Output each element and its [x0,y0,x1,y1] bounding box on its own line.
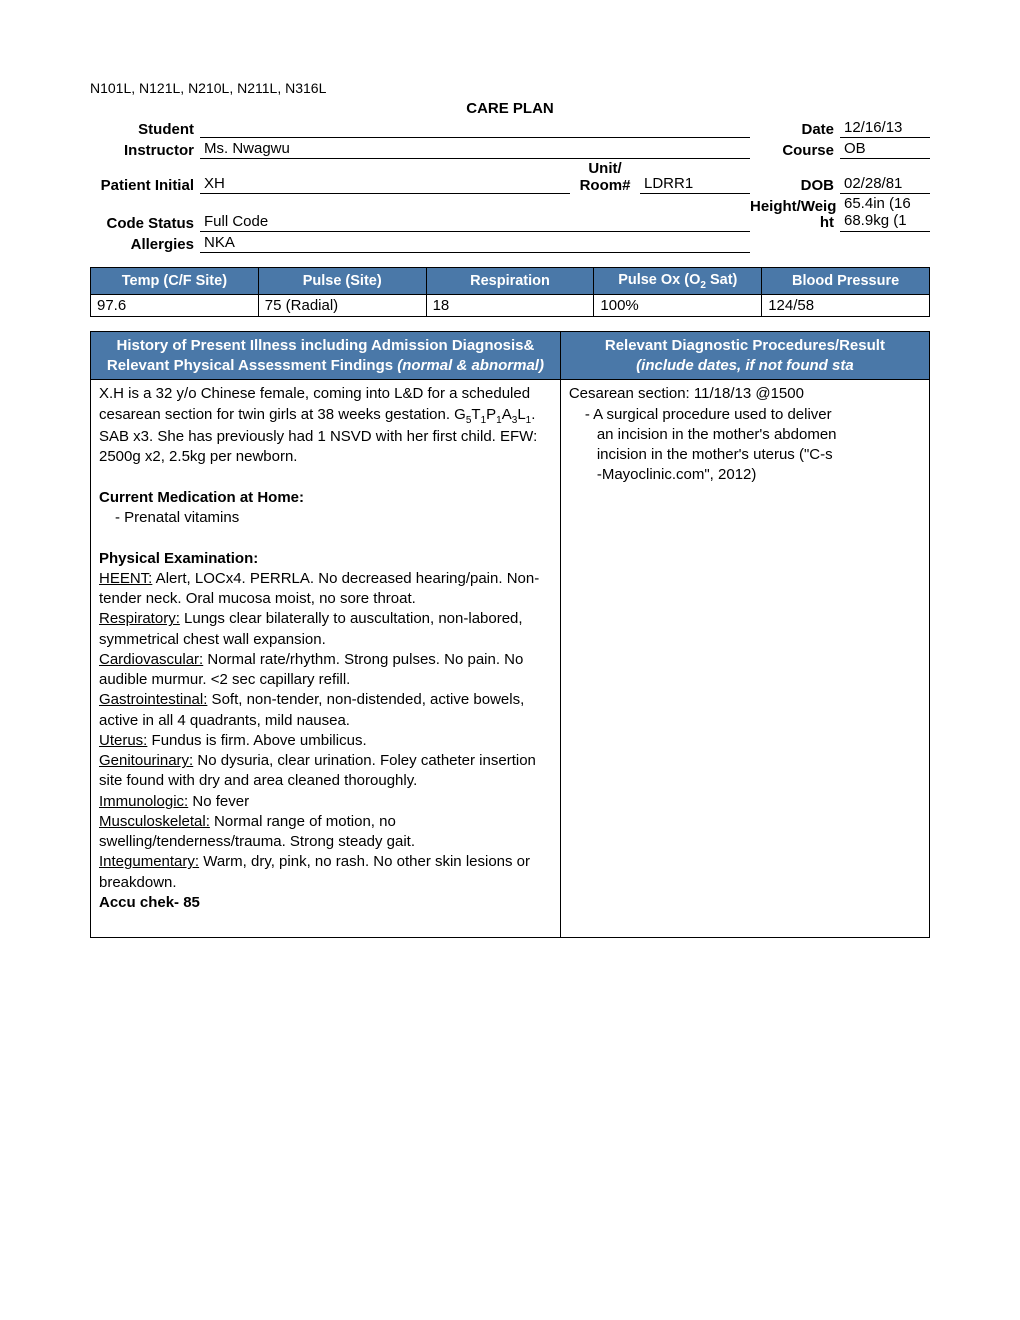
hw-label-b: ht [820,214,834,231]
main-left-cell: X.H is a 32 y/o Chinese female, coming i… [91,380,561,938]
imm-lbl: Immunologic: [99,793,188,810]
ut-lbl: Uterus: [99,732,147,749]
vitals-pulse: 75 (Radial) [258,295,426,317]
gu-lbl: Genitourinary: [99,752,193,769]
date-value: 12/16/13 [840,119,930,138]
student-value [200,119,750,138]
vitals-resp: 18 [426,295,594,317]
allergies-value: NKA [200,234,750,253]
hw-value-a: 65.4in (16 [840,196,930,213]
patient-value: XH [200,175,570,194]
vitals-h-pulse: Pulse (Site) [258,267,426,295]
course-label: Course [750,142,840,159]
header-block: Student Date 12/16/13 Instructor Ms. Nwa… [90,119,930,253]
vitals-h-temp: Temp (C/F Site) [91,267,259,295]
main-h-right-b: (include dates, if not found sta [636,357,854,374]
course-value: OB [840,140,930,159]
unit-label-b: Room# [580,177,631,194]
main-h-left: History of Present Illness including Adm… [91,332,561,380]
vitals-spo2: 100% [594,295,762,317]
vitals-table: Temp (C/F Site) Pulse (Site) Respiration… [90,267,930,318]
unit-label: Unit/ Room# [570,161,640,194]
hw-label-a: Height/Weig [750,198,836,215]
main-table: History of Present Illness including Adm… [90,331,930,938]
vitals-h-bp: Blood Pressure [762,267,930,295]
gi-lbl: Gastrointestinal: [99,691,207,708]
main-h-left-b: Relevant Physical Assessment Findings [107,357,397,374]
patient-label: Patient Initial [90,177,200,194]
instructor-label: Instructor [90,142,200,159]
med-header: Current Medication at Home: [99,489,304,506]
resp-lbl: Respiratory: [99,610,180,627]
hw-value: 65.4in (16 68.9kg (1 [840,196,930,232]
student-label: Student [90,121,200,138]
unit-label-a: Unit/ [588,160,621,177]
unit-value: LDRR1 [640,175,750,194]
ms-lbl: Musculoskeletal: [99,813,210,830]
code-value: Full Code [200,213,750,232]
page-title: CARE PLAN [90,100,930,117]
cv-lbl: Cardiovascular: [99,651,203,668]
pe-header: Physical Examination: [99,550,258,567]
date-label: Date [750,121,840,138]
main-h-left-c: (normal & abnormal) [397,357,544,374]
csection-bullet: A surgical procedure used to deliver an … [569,405,921,486]
vitals-bp: 124/58 [762,295,930,317]
instructor-value: Ms. Nwagwu [200,140,750,159]
main-h-left-a: History of Present Illness including Adm… [116,337,534,354]
hw-value-b: 68.9kg (1 [840,213,930,232]
allergies-label: Allergies [90,236,200,253]
vitals-temp: 97.6 [91,295,259,317]
main-right-cell: Cesarean section: 11/18/13 @1500 A surgi… [560,380,929,938]
vitals-h-resp: Respiration [426,267,594,295]
accu-chek: Accu chek- 85 [99,894,200,911]
hw-label: Height/Weig ht [750,199,840,232]
heent-txt: Alert, LOCx4. PERRLA. No decreased heari… [99,570,539,607]
main-h-right-a: Relevant Diagnostic Procedures/Result [605,337,885,354]
med-item: Prenatal vitamins [99,508,552,528]
heent-lbl: HEENT: [99,570,152,587]
main-h-right: Relevant Diagnostic Procedures/Result (i… [560,332,929,380]
vitals-h-spo2: Pulse Ox (O2 Sat) [594,267,762,295]
csection-line: Cesarean section: 11/18/13 @1500 [569,385,804,402]
imm-txt: No fever [188,793,249,810]
code-label: Code Status [90,215,200,232]
course-codes: N101L, N121L, N210L, N211L, N316L [90,80,930,96]
dob-label: DOB [750,177,840,194]
dob-value: 02/28/81 [840,175,930,194]
ut-txt: Fundus is firm. Above umbilicus. [147,732,366,749]
int-lbl: Integumentary: [99,853,199,870]
